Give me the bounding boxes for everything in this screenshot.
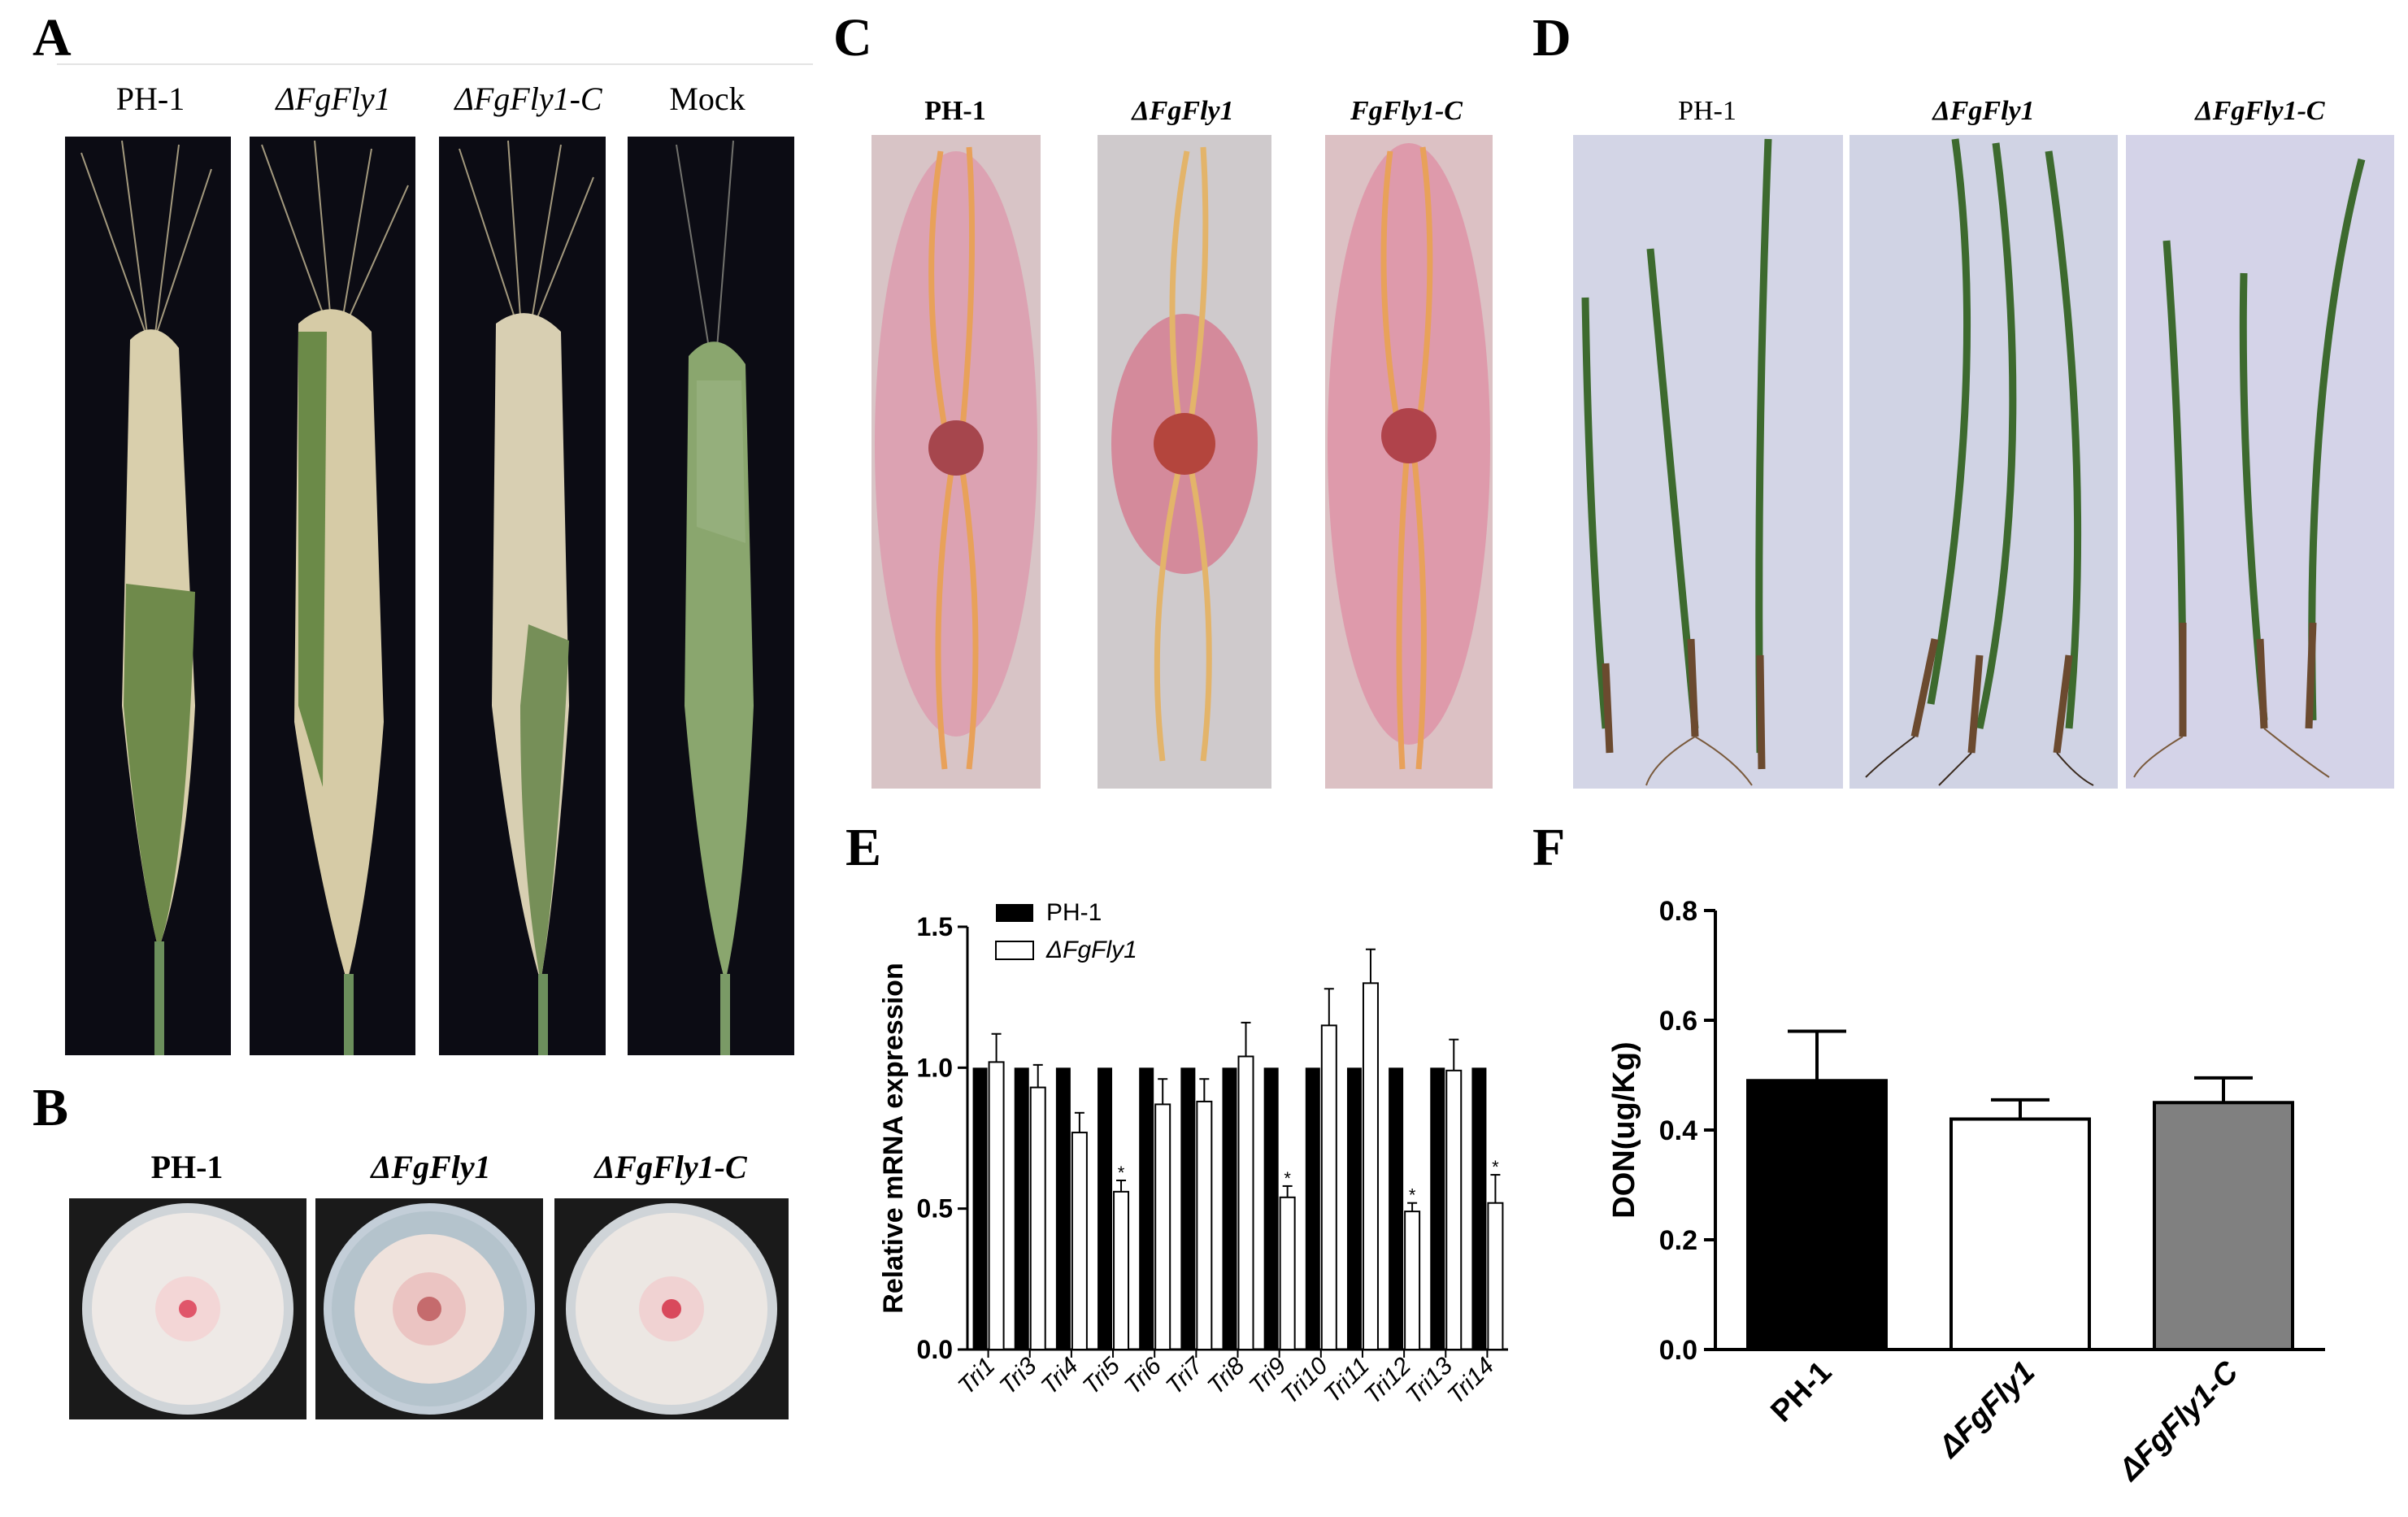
wheat-photo-complement xyxy=(439,137,606,1055)
chart-f-bar-complement xyxy=(2153,1101,2294,1351)
seedling-photo-ph1 xyxy=(1573,135,1843,789)
panel-letter-c: C xyxy=(833,8,872,67)
seedling-photo-mutant xyxy=(1849,135,2118,789)
panel-c-label-ph1: PH-1 xyxy=(924,96,986,126)
chart-e-bar-mutant xyxy=(1487,1202,1504,1350)
chart-e-bar-mutant xyxy=(1320,1024,1337,1350)
chart-e-bar-mutant xyxy=(1113,1190,1130,1350)
chart-e-significance-mark: * xyxy=(1118,1163,1125,1183)
panel-d-label-mutant: ΔFgFly1 xyxy=(1932,96,2035,126)
chart-e-bar-ph1 xyxy=(1305,1067,1320,1350)
chart-e-bar-ph1 xyxy=(1055,1067,1071,1350)
chart-e-legend-swatch-ph1 xyxy=(996,904,1033,922)
chart-f-x-tick-label: ΔFgFly1-C xyxy=(2111,1354,2245,1488)
chart-e-x-tick-label: Tri8 xyxy=(1202,1352,1250,1400)
chart-f: 0.0 0.2 0.4 0.6 0.8 DON(ug/Kg) PH-1 ΔFgFly1 ΔFgF… xyxy=(1607,896,2325,1489)
panel-a-label-mock: Mock xyxy=(669,80,745,117)
chart-e-bar-ph1 xyxy=(1389,1067,1404,1350)
chart-f-y-tick-label: 0.6 xyxy=(1659,1006,1697,1037)
chart-f-x-tick-label: PH-1 xyxy=(1764,1355,1838,1429)
chart-f-bar-mutant xyxy=(1949,1117,2091,1351)
panel-a-label-complement: ΔFgFly1-C xyxy=(454,80,602,117)
panel-b-label-complement: ΔFgFly1-C xyxy=(594,1149,747,1185)
chart-e-bar-ph1 xyxy=(1430,1067,1445,1350)
panel-d-label-ph1: PH-1 xyxy=(1678,96,1736,126)
chart-e-bar-mutant xyxy=(1154,1103,1171,1350)
chart-f-y-axis-label: DON(ug/Kg) xyxy=(1607,1041,1641,1218)
panel-b-label-ph1: PH-1 xyxy=(150,1149,224,1185)
chart-e-y-tick-label: 1.5 xyxy=(917,912,953,941)
panel-c-label-complement: FgFly1-C xyxy=(1350,96,1463,126)
chart-e-bar-mutant xyxy=(1404,1211,1421,1350)
chart-e-bar-ph1 xyxy=(1222,1067,1237,1350)
chart-e-y-tick-label: 0.5 xyxy=(917,1194,953,1224)
chart-e-bar-ph1 xyxy=(1180,1067,1196,1350)
chart-e-x-tick-label: Tri13 xyxy=(1401,1352,1458,1409)
chart-e: 0.0 0.5 1.0 1.5 Relative mRNA expression Tri1… xyxy=(878,899,1508,1410)
panel-a-label-ph1: PH-1 xyxy=(115,80,185,117)
chart-f-bar-ph1 xyxy=(1746,1079,1888,1351)
chart-e-x-tick-label: Tri3 xyxy=(994,1352,1042,1400)
chart-e-x-tick-label: Tri10 xyxy=(1276,1352,1333,1409)
chart-e-bar-ph1 xyxy=(972,1067,988,1350)
panel-letter-b: B xyxy=(33,1078,69,1137)
chart-e-bar-ph1 xyxy=(1139,1067,1154,1350)
wheat-photo-ph1 xyxy=(65,137,231,1055)
panel-letter-e: E xyxy=(845,818,882,877)
chart-e-significance-mark: * xyxy=(1409,1185,1416,1206)
chart-e-bar-mutant xyxy=(1279,1196,1296,1350)
seedling-strip-ph1 xyxy=(871,135,1041,789)
wheat-photo-mutant xyxy=(250,137,415,1055)
chart-e-bar-mutant xyxy=(1237,1055,1254,1350)
chart-f-y-tick-label: 0.8 xyxy=(1659,896,1697,927)
chart-e-bar-mutant xyxy=(1196,1100,1213,1350)
chart-e-bar-mutant xyxy=(988,1061,1005,1350)
chart-e-bar-ph1 xyxy=(1263,1067,1279,1350)
panel-c-label-mutant: ΔFgFly1 xyxy=(1132,96,1234,126)
seedling-strip-mutant xyxy=(1098,135,1271,789)
chart-e-bar-mutant xyxy=(1029,1086,1046,1350)
plate-photo-ph1 xyxy=(69,1198,306,1419)
panel-a-divider xyxy=(57,63,813,65)
chart-e-bar-ph1 xyxy=(1014,1067,1029,1350)
panel-b-label-mutant: ΔFgFly1 xyxy=(371,1149,491,1185)
chart-e-legend-swatch-mutant xyxy=(995,941,1034,960)
chart-e-y-tick-label: 1.0 xyxy=(917,1053,953,1082)
chart-e-bar-ph1 xyxy=(1346,1067,1362,1350)
panel-a-label-mutant: ΔFgFly1 xyxy=(276,80,391,117)
chart-e-x-tick-label: Tri4 xyxy=(1037,1353,1084,1400)
chart-e-x-tick-label: Tri11 xyxy=(1319,1353,1375,1409)
chart-e-x-tick-label: Tri7 xyxy=(1161,1352,1209,1400)
chart-e-legend-label-ph1: PH-1 xyxy=(1046,899,1102,926)
chart-f-y-tick-label: 0.2 xyxy=(1659,1225,1697,1256)
chart-f-x-tick-label: ΔFgFly1 xyxy=(1932,1355,2042,1466)
panel-letter-f: F xyxy=(1532,818,1566,877)
panel-letter-a: A xyxy=(33,8,72,67)
chart-e-x-tick-label: Tri5 xyxy=(1078,1352,1126,1400)
chart-f-y-tick-label: 0.0 xyxy=(1659,1335,1697,1366)
chart-e-x-tick-label: Tri12 xyxy=(1359,1352,1416,1409)
chart-e-bar-mutant xyxy=(1362,982,1379,1350)
chart-e-y-axis-label: Relative mRNA expression xyxy=(878,963,909,1313)
plate-photo-complement xyxy=(554,1198,789,1419)
chart-e-y-tick-label: 0.0 xyxy=(917,1335,953,1364)
panel-letter-d: D xyxy=(1532,8,1571,67)
wheat-photo-mock xyxy=(628,137,794,1055)
panel-d-label-complement: ΔFgFly1-C xyxy=(2195,96,2325,126)
chart-f-y-tick-label: 0.4 xyxy=(1659,1115,1697,1146)
chart-e-bar-ph1 xyxy=(1098,1067,1113,1350)
plate-photo-mutant xyxy=(315,1198,543,1419)
seedling-photo-complement xyxy=(2126,135,2394,789)
chart-e-bar-ph1 xyxy=(1471,1067,1487,1350)
chart-e-x-tick-label: Tri1 xyxy=(953,1353,1000,1400)
seedling-strip-complement xyxy=(1325,135,1493,789)
chart-e-bar-mutant xyxy=(1071,1132,1088,1350)
chart-e-x-tick-label: Tri14 xyxy=(1442,1353,1499,1410)
chart-e-significance-mark: * xyxy=(1284,1168,1291,1189)
chart-e-bar-mutant xyxy=(1445,1069,1463,1351)
chart-e-x-tick-label: Tri6 xyxy=(1119,1352,1167,1400)
chart-e-legend-label-mutant: ΔFgFly1 xyxy=(1045,937,1137,963)
chart-e-significance-mark: * xyxy=(1492,1157,1499,1177)
